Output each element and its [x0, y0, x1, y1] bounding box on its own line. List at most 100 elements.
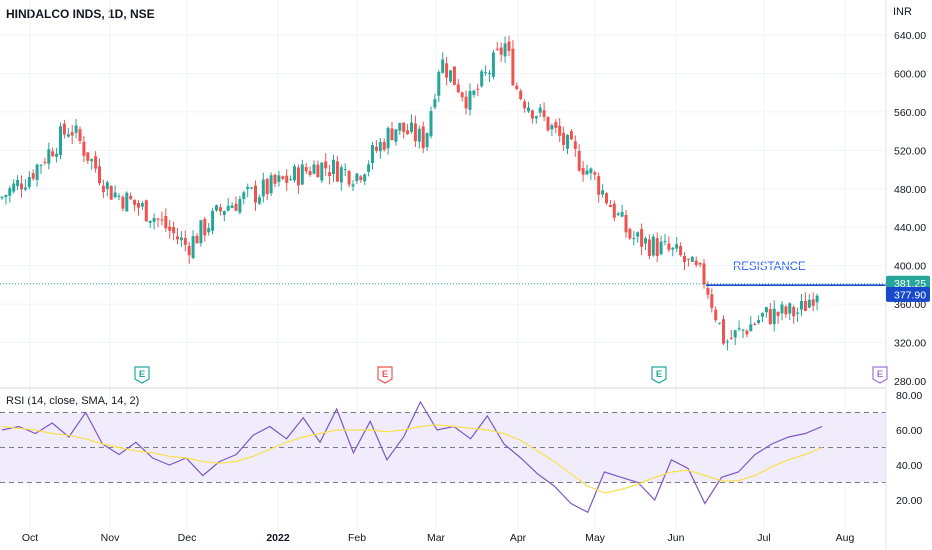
- candle-body: [558, 125, 562, 136]
- candle-body: [371, 144, 374, 164]
- candle-body: [577, 151, 581, 171]
- candle-body: [581, 168, 585, 175]
- candle-body: [776, 311, 780, 316]
- candle-body: [293, 166, 296, 181]
- candle-body: [437, 72, 441, 96]
- candle-body: [172, 227, 176, 234]
- candle-body: [51, 151, 55, 157]
- time-tick-label: Jul: [757, 532, 770, 544]
- candle-body: [538, 107, 542, 113]
- candle-body: [74, 125, 78, 133]
- candle-body: [16, 179, 20, 187]
- earnings-badge[interactable]: E: [872, 366, 888, 384]
- price-tick-label: 320.00: [894, 338, 926, 350]
- candle-body: [328, 172, 332, 176]
- time-axis: Oct Nov Dec 2022 Feb Mar Apr May Jun Jul Aug: [22, 532, 855, 544]
- candle-body: [308, 171, 312, 175]
- candle-body: [164, 215, 168, 229]
- price-tick-label: 560.00: [894, 107, 926, 119]
- time-tick-label: Feb: [348, 532, 366, 544]
- candle-body: [304, 167, 308, 172]
- svg-text:377.90: 377.90: [894, 289, 926, 301]
- price-axis: 280.00 320.00 360.00 400.00 440.00 480.00 520.…: [894, 30, 926, 388]
- time-tick-label: May: [585, 532, 606, 544]
- candle-body: [394, 129, 398, 142]
- candle-body: [753, 324, 757, 326]
- candle-body: [792, 307, 796, 317]
- earnings-badge[interactable]: E: [377, 366, 393, 384]
- candle-body: [70, 132, 74, 136]
- candle-body: [761, 313, 764, 317]
- candle-body: [406, 130, 410, 135]
- candle-body: [523, 101, 527, 109]
- candle-body: [398, 122, 402, 131]
- time-tick-label: Oct: [22, 532, 38, 544]
- candle-body: [367, 164, 371, 172]
- rsi-line: [1, 400, 823, 514]
- candle-body: [601, 190, 605, 195]
- candle-body: [285, 175, 289, 183]
- candle-body: [468, 91, 472, 110]
- candle-body: [203, 218, 207, 236]
- candles-layer: [0, 35, 819, 351]
- candle-body: [39, 164, 43, 166]
- candle-body: [647, 239, 651, 257]
- chart-title: HINDALCO INDS, 1D, NSE: [6, 7, 155, 21]
- candle-body: [542, 110, 546, 117]
- candle-body: [179, 237, 183, 241]
- time-tick-label: 2022: [266, 532, 290, 544]
- candle-body: [257, 197, 261, 204]
- candle-body: [363, 174, 367, 182]
- candle-body: [511, 48, 515, 86]
- candle-body: [230, 205, 234, 208]
- candle-body: [78, 129, 82, 142]
- candle-body: [300, 164, 304, 185]
- candle-body: [460, 92, 464, 98]
- candle-body: [546, 116, 550, 131]
- candle-body: [191, 235, 195, 258]
- candle-body: [160, 219, 164, 221]
- time-tick-label: Apr: [510, 532, 527, 544]
- candle-body: [343, 169, 347, 171]
- candle-body: [589, 168, 593, 174]
- candle-body: [616, 213, 620, 215]
- price-tick-label: 480.00: [894, 184, 926, 196]
- rsi-tick-label: 60.00: [896, 425, 922, 437]
- candle-body: [261, 179, 265, 197]
- candle-body: [597, 176, 601, 195]
- candle-body: [632, 238, 636, 240]
- candle-body: [644, 238, 647, 244]
- candle-body: [694, 260, 698, 265]
- candle-body: [429, 111, 433, 137]
- candle-body: [238, 198, 242, 213]
- candle-body: [784, 306, 788, 315]
- candle-body: [355, 173, 359, 182]
- candle-body: [0, 197, 4, 199]
- candle-body: [90, 159, 94, 162]
- candle-body: [12, 183, 16, 192]
- candle-body: [788, 303, 792, 314]
- candle-body: [316, 164, 320, 178]
- candle-body: [121, 196, 125, 209]
- candle-body: [706, 287, 710, 295]
- candle-body: [59, 126, 62, 156]
- candle-body: [503, 43, 507, 57]
- currency-label: INR: [893, 6, 912, 18]
- candle-body: [527, 107, 530, 112]
- rsi-axis: 20.00 40.00 60.00 80.00: [896, 390, 922, 507]
- earnings-badge[interactable]: E: [134, 366, 150, 384]
- candle-body: [550, 125, 554, 130]
- candle-body: [47, 149, 51, 164]
- candle-body: [491, 52, 495, 77]
- candle-body: [636, 232, 640, 237]
- earnings-badge[interactable]: E: [651, 366, 667, 384]
- price-tick-label: 400.00: [894, 261, 926, 273]
- time-tick-label: Aug: [836, 532, 855, 544]
- rsi-tick-label: 20.00: [896, 495, 922, 507]
- candle-body: [686, 258, 690, 260]
- svg-text:E: E: [382, 369, 388, 380]
- candle-body: [98, 166, 101, 184]
- candle-body: [86, 152, 90, 161]
- candle-body: [20, 183, 23, 190]
